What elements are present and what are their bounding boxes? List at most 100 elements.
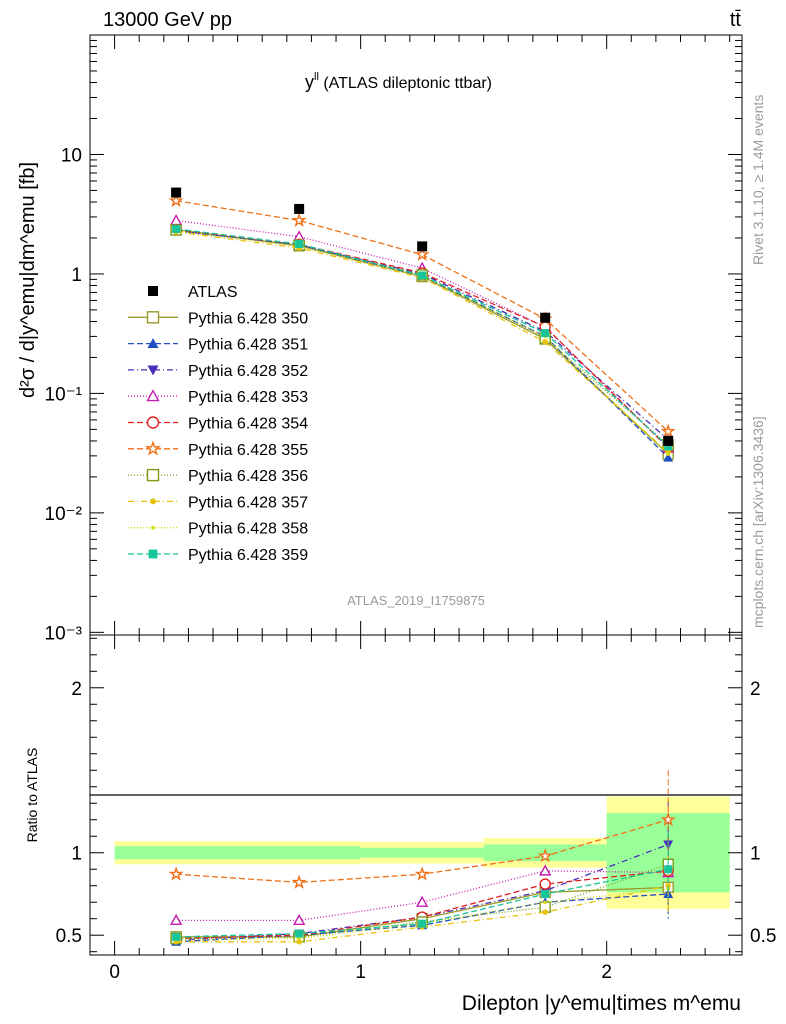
ratio-y-axis-label: Ratio to ATLAS xyxy=(24,748,40,843)
legend-label: Pythia 6.428 352 xyxy=(188,363,308,380)
legend-marker xyxy=(146,389,160,402)
legend-marker xyxy=(146,468,160,482)
atlas-data-point xyxy=(663,435,674,446)
y-tick-label: 10⁻³ xyxy=(45,623,83,644)
y-tick-label: 1 xyxy=(71,265,82,286)
ratio-point xyxy=(168,866,184,881)
series-point xyxy=(660,423,676,438)
ratio-y-tick-label-right: 1 xyxy=(750,844,761,865)
legend-label: Pythia 6.428 354 xyxy=(188,416,308,433)
ratio-point xyxy=(418,919,427,928)
ratio-point xyxy=(172,932,181,941)
legend-marker xyxy=(147,338,159,348)
x-axis-label-text: Dilepton |y^emu|times m^emu xyxy=(462,992,741,1015)
series-point xyxy=(169,214,183,226)
ratio-point xyxy=(543,900,547,904)
uncertainty-bands xyxy=(114,796,730,909)
process-label: tt̄ xyxy=(730,9,742,31)
atlas-data-point xyxy=(417,241,428,252)
series-line xyxy=(176,228,669,447)
ratio-frame xyxy=(89,634,743,956)
main-series-layer xyxy=(168,192,676,462)
legend-marker xyxy=(147,365,159,376)
legend-label: Pythia 6.428 355 xyxy=(188,442,308,459)
ratio-point xyxy=(291,874,307,889)
ratio-point xyxy=(296,939,302,945)
y-tick-label: 10⁻² xyxy=(45,504,83,525)
legend-label: Pythia 6.428 350 xyxy=(188,310,308,327)
x-tick-label: 2 xyxy=(601,962,612,983)
atlas-data-point xyxy=(171,187,182,198)
legend-marker-atlas xyxy=(148,286,158,296)
analysis-id: ATLAS_2019_I1759875 xyxy=(347,593,485,608)
series-point xyxy=(666,452,670,456)
ratio-point xyxy=(292,913,306,926)
series-point xyxy=(664,442,673,451)
mcplots-label: mcplots.cern.ch [arXiv:1306.3436] xyxy=(750,416,766,628)
plot-title: yll (ATLAS dileptonic ttbar) xyxy=(305,71,492,92)
legend-marker xyxy=(148,549,158,559)
series-point xyxy=(418,271,427,280)
ratio-point xyxy=(665,882,671,889)
series-point xyxy=(663,452,674,462)
legend-label: Pythia 6.428 351 xyxy=(188,337,308,354)
ratio-point xyxy=(537,848,553,863)
series-point xyxy=(541,329,550,338)
main-y-axis-label: d²σ / d|y^emu|dm^emu [fb] xyxy=(17,162,39,398)
ratio-point xyxy=(541,889,550,898)
series-point xyxy=(542,339,548,345)
ratio-point xyxy=(297,936,301,941)
legend-label: Pythia 6.428 356 xyxy=(188,468,308,485)
ratio-y-tick-label-right: 0.5 xyxy=(750,926,776,947)
legend-marker xyxy=(151,525,155,530)
ratio-point xyxy=(295,929,304,938)
legend-label: Pythia 6.428 358 xyxy=(188,521,308,538)
x-axis-label: Dilepton |y^emu|times m^emu xyxy=(462,992,741,1015)
series-point xyxy=(414,246,430,262)
series-point xyxy=(291,212,307,227)
legend: ATLAS Pythia 6.428 350 Pythia 6.428 351 Pyt… xyxy=(128,284,308,564)
ratio-point xyxy=(538,864,552,876)
atlas-data-point xyxy=(294,203,305,214)
legend-marker xyxy=(144,440,162,456)
x-tick-label: 1 xyxy=(355,962,366,983)
legend-marker xyxy=(149,498,157,505)
series-point xyxy=(295,240,304,249)
y-tick-label: 10 xyxy=(61,145,82,166)
y-tick-label: 10⁻¹ xyxy=(45,384,83,405)
ratio-line xyxy=(176,863,669,940)
ratio-point xyxy=(414,866,430,881)
ratio-y-tick-label: 0.5 xyxy=(56,926,82,947)
ratio-panel: 0.5 0.5 1 1 2 2 0 1 2 Ratio to ATLAS Dilepton |y… xyxy=(24,634,776,1015)
ratio-series-layer xyxy=(168,770,676,946)
atlas-data-layer xyxy=(171,187,674,446)
ratio-axis-ticks: 0.5 0.5 1 1 2 2 0 1 2 xyxy=(56,635,776,983)
ratio-point xyxy=(415,895,429,907)
stat-uncertainty-band xyxy=(360,847,484,858)
rivet-version-label: Rivet 3.1.10, ≥ 1.4M events xyxy=(750,95,766,265)
atlas-data-point xyxy=(540,312,551,323)
ratio-y-tick-label-right: 2 xyxy=(750,679,761,700)
legend-label-atlas: ATLAS xyxy=(188,284,238,301)
series-point xyxy=(172,224,181,233)
legend-marker xyxy=(146,311,160,324)
ratio-point xyxy=(169,913,183,926)
energy-label: 13000 GeV pp xyxy=(103,9,232,31)
legend-label: Pythia 6.428 359 xyxy=(188,547,308,564)
ratio-y-tick-label: 2 xyxy=(71,679,82,700)
main-y-axis-label-text: d²σ / d|y^emu|dm^emu [fb] xyxy=(17,162,39,398)
main-frame xyxy=(89,34,743,636)
stat-uncertainty-band xyxy=(114,846,361,860)
ratio-point xyxy=(660,811,676,827)
series-line xyxy=(176,230,669,455)
legend-marker xyxy=(146,416,160,429)
ratio-point xyxy=(664,865,673,874)
series-point xyxy=(168,192,184,208)
x-tick-label: 0 xyxy=(109,962,120,983)
ratio-line xyxy=(176,885,669,943)
main-panel: 10⁻³ 10⁻² 10⁻¹ 1 10 yll (ATLAS dileptonic tt… xyxy=(17,34,743,644)
main-axis-ticks: 10⁻³ 10⁻² 10⁻¹ 1 10 xyxy=(45,35,742,644)
legend-label: Pythia 6.428 353 xyxy=(188,389,308,406)
ratio-point xyxy=(542,909,548,915)
